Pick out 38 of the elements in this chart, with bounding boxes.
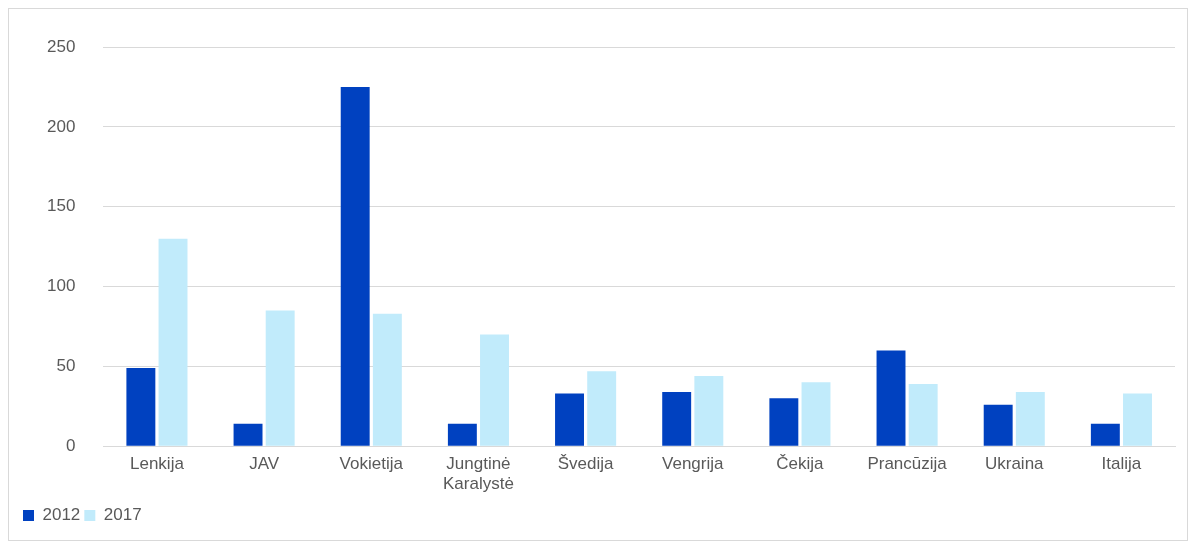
bar [769,398,799,446]
y-tick-label: 50 [56,356,76,376]
bar [126,368,156,446]
legend-label: 2012 [42,505,81,525]
y-tick-label: 250 [46,36,76,56]
y-tick-label: 0 [65,435,76,455]
y-tick-label: 100 [46,276,76,296]
y-tick-label: 200 [46,116,76,136]
bar [372,313,402,446]
bar [1123,393,1152,446]
bar [1015,391,1045,446]
bar [983,404,1013,446]
bar [694,375,724,446]
y-tick-label: 150 [46,196,76,216]
x-tick-label: Vokietija [339,454,404,474]
x-tick-label: Ukraina [984,454,1045,474]
bar [662,391,692,446]
bar [447,423,477,446]
x-tick-label: Vengrija [662,454,725,474]
x-tick-label: JAV [249,454,280,474]
x-tick-label: Prancūzija [867,454,948,474]
bar [587,371,617,446]
bar [876,350,906,446]
x-tick-label: Švedija [557,454,615,474]
bar [480,334,509,446]
bar [340,87,370,446]
x-tick-label: Lenkija [130,454,185,474]
bar [908,383,938,446]
bar [555,393,584,446]
bar [801,382,831,446]
bar [1090,423,1120,446]
x-tick-label: Italija [1101,454,1142,474]
bar [158,238,188,446]
bar [233,423,263,446]
legend-label: 2017 [103,505,142,525]
x-tick-label: Čekija [776,454,825,474]
bar [265,310,295,446]
x-tick-label: Jungtinė Karalystė [443,454,514,494]
